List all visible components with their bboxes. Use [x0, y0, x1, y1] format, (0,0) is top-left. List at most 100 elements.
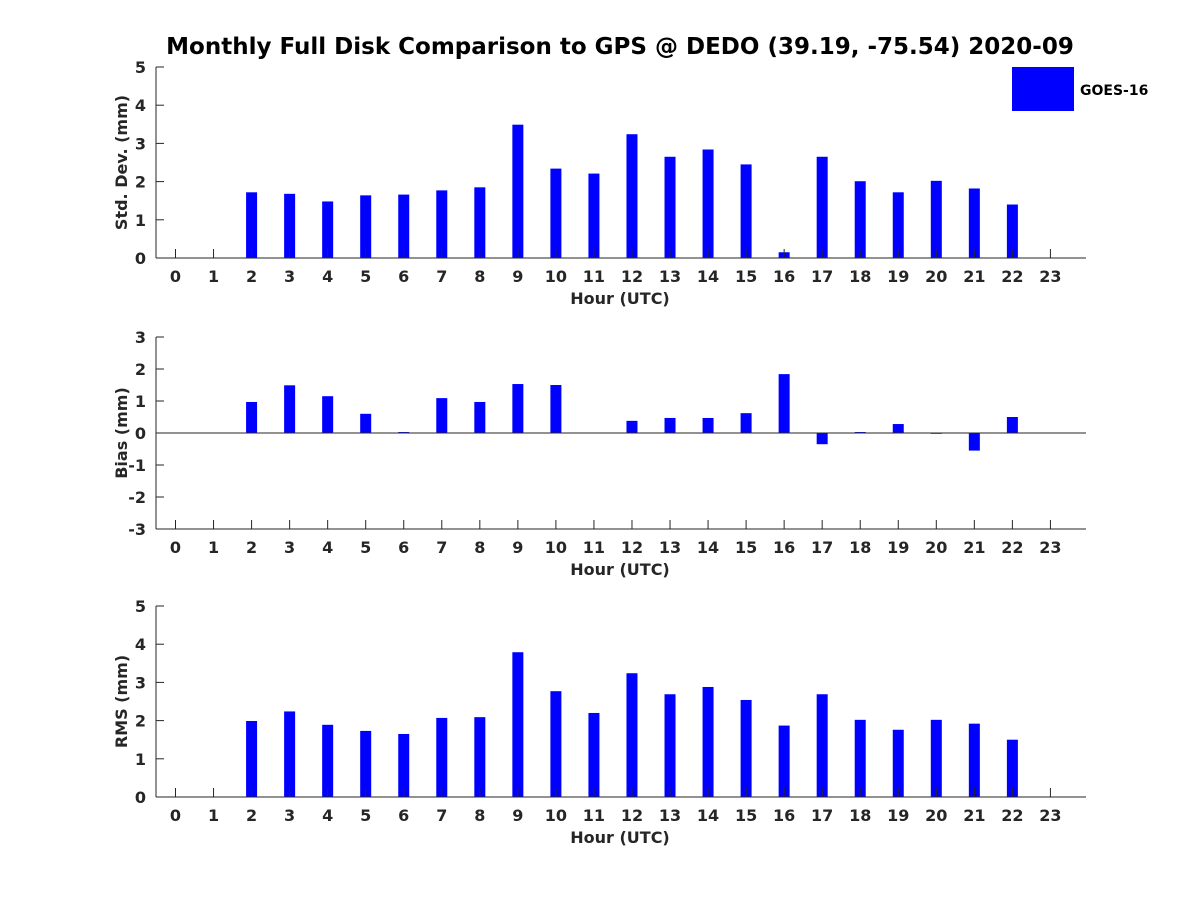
x-tick-label: 1	[208, 806, 219, 825]
bar-rms-hour-17	[816, 694, 828, 797]
bar-rms-hour-15	[740, 699, 752, 797]
x-tick-label: 9	[512, 538, 523, 557]
bar-std-hour-6	[398, 194, 410, 258]
x-tick-label: 3	[284, 267, 295, 286]
x-tick-label: 19	[887, 267, 909, 286]
chart-title: Monthly Full Disk Comparison to GPS @ DE…	[166, 34, 1074, 60]
x-tick-label: 2	[246, 538, 257, 557]
bar-std-hour-9	[512, 124, 524, 258]
x-tick-label: 19	[887, 538, 909, 557]
bar-bias-hour-14	[702, 417, 714, 433]
x-tick-label: 21	[963, 806, 985, 825]
bar-std-hour-10	[550, 168, 562, 258]
bar-rms-hour-9	[512, 652, 524, 797]
y-axis-label: Std. Dev. (mm)	[112, 95, 131, 230]
bar-std-hour-14	[702, 149, 714, 258]
y-tick-label: 3	[135, 328, 146, 347]
x-tick-label: 3	[284, 538, 295, 557]
x-tick-label: 23	[1039, 267, 1061, 286]
x-tick-label: 4	[322, 806, 333, 825]
bar-std-hour-18	[854, 181, 866, 258]
bar-std-hour-3	[284, 193, 296, 258]
x-tick-label: 14	[697, 538, 719, 557]
bar-std-hour-22	[1006, 204, 1018, 258]
x-tick-label: 14	[697, 267, 719, 286]
bar-std-hour-21	[968, 188, 980, 258]
x-tick-label: 13	[659, 806, 681, 825]
x-tick-label: 11	[583, 538, 605, 557]
bar-bias-hour-5	[360, 413, 372, 433]
bar-rms-hour-7	[436, 717, 448, 797]
bar-rms-hour-8	[474, 717, 486, 797]
legend-swatch	[1012, 67, 1074, 111]
bar-std-hour-19	[892, 192, 904, 258]
bar-rms-hour-19	[892, 729, 904, 797]
x-tick-label: 7	[436, 538, 447, 557]
bar-rms-hour-6	[398, 733, 410, 797]
x-tick-label: 12	[621, 806, 643, 825]
x-tick-label: 18	[849, 806, 871, 825]
x-axis-label: Hour (UTC)	[570, 560, 670, 579]
x-tick-label: 12	[621, 267, 643, 286]
bar-rms-hour-13	[664, 694, 676, 797]
x-tick-label: 21	[963, 538, 985, 557]
x-tick-label: 13	[659, 538, 681, 557]
bar-rms-hour-16	[778, 725, 790, 797]
x-tick-label: 17	[811, 267, 833, 286]
y-tick-label: 2	[135, 360, 146, 379]
x-tick-label: 15	[735, 538, 757, 557]
x-tick-label: 20	[925, 267, 947, 286]
bar-bias-hour-4	[322, 396, 334, 433]
y-tick-label: -1	[128, 456, 146, 475]
y-tick-label: 0	[135, 249, 146, 268]
x-tick-label: 0	[170, 267, 181, 286]
bar-std-hour-7	[436, 190, 448, 258]
bar-rms-hour-3	[284, 711, 296, 797]
x-tick-label: 20	[925, 806, 947, 825]
x-tick-label: 10	[545, 538, 567, 557]
bar-bias-hour-21	[968, 433, 980, 451]
x-tick-label: 6	[398, 267, 409, 286]
bar-std-hour-11	[588, 173, 600, 258]
y-tick-label: 1	[135, 750, 146, 769]
bar-bias-hour-7	[436, 398, 448, 433]
bar-bias-hour-10	[550, 385, 562, 433]
y-tick-label: 2	[135, 712, 146, 731]
x-tick-label: 11	[583, 267, 605, 286]
x-tick-label: 9	[512, 267, 523, 286]
legend: GOES-16	[1012, 67, 1148, 111]
x-tick-label: 0	[170, 806, 181, 825]
y-tick-label: 0	[135, 788, 146, 807]
bar-rms-hour-20	[930, 719, 942, 797]
bar-rms-hour-21	[968, 723, 980, 797]
x-tick-label: 10	[545, 267, 567, 286]
x-tick-label: 1	[208, 538, 219, 557]
bar-bias-hour-13	[664, 417, 676, 433]
x-tick-label: 23	[1039, 538, 1061, 557]
x-tick-label: 15	[735, 267, 757, 286]
x-tick-label: 8	[474, 267, 485, 286]
bar-std-hour-8	[474, 187, 486, 258]
x-tick-label: 13	[659, 267, 681, 286]
x-tick-label: 10	[545, 806, 567, 825]
bar-std-hour-4	[322, 201, 334, 258]
x-axis-label: Hour (UTC)	[570, 828, 670, 847]
x-tick-label: 15	[735, 806, 757, 825]
bar-rms-hour-14	[702, 686, 714, 797]
x-tick-label: 18	[849, 538, 871, 557]
legend-label: GOES-16	[1080, 83, 1148, 99]
x-tick-label: 8	[474, 538, 485, 557]
bar-rms-hour-10	[550, 691, 562, 797]
bar-bias-hour-9	[512, 384, 524, 433]
bar-bias-hour-8	[474, 401, 486, 433]
x-tick-label: 5	[360, 806, 371, 825]
x-tick-label: 16	[773, 538, 795, 557]
bar-rms-hour-11	[588, 712, 600, 797]
x-tick-label: 1	[208, 267, 219, 286]
x-tick-label: 11	[583, 806, 605, 825]
y-tick-label: -2	[128, 488, 146, 507]
x-tick-label: 6	[398, 538, 409, 557]
